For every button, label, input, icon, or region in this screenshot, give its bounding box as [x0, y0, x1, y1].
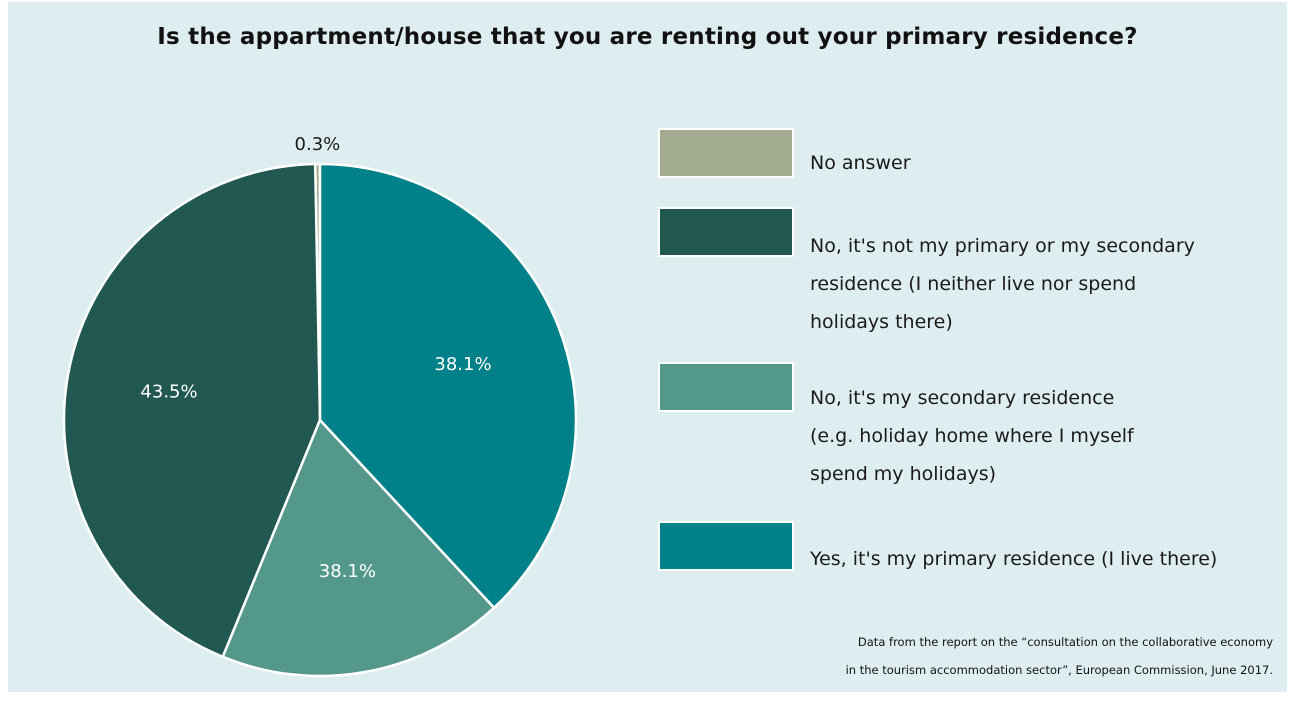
pie-slice-label: 38.1%: [434, 354, 491, 375]
pie-slice-label: 43.5%: [140, 382, 197, 403]
chart-panel: Is the appartment/house that you are ren…: [8, 2, 1287, 692]
pie-slice: [318, 162, 578, 609]
chart-title: Is the appartment/house that you are ren…: [157, 24, 1138, 50]
source-note: Data from the report on the “consultatio…: [845, 635, 1273, 677]
pie-slice-label: 38.1%: [319, 561, 376, 582]
legend-swatch: [658, 207, 794, 257]
legend-swatch: [658, 521, 794, 571]
pie-slice: [221, 418, 496, 678]
pie-slice: [62, 162, 322, 659]
legend-label: No, it's not my primary or my secondary …: [810, 235, 1195, 333]
pie-slice-label: 0.3%: [295, 134, 341, 155]
legend-swatch: [658, 362, 794, 412]
legend-label: No, it's my secondary residence (e.g. ho…: [810, 387, 1134, 485]
legend-label: No answer: [810, 152, 911, 174]
legend-label: Yes, it's my primary residence (I live t…: [810, 548, 1218, 570]
legend-swatch: [658, 128, 794, 178]
pie-chart: 0.3% 43.5% 38.1% 38.1%: [62, 134, 578, 678]
